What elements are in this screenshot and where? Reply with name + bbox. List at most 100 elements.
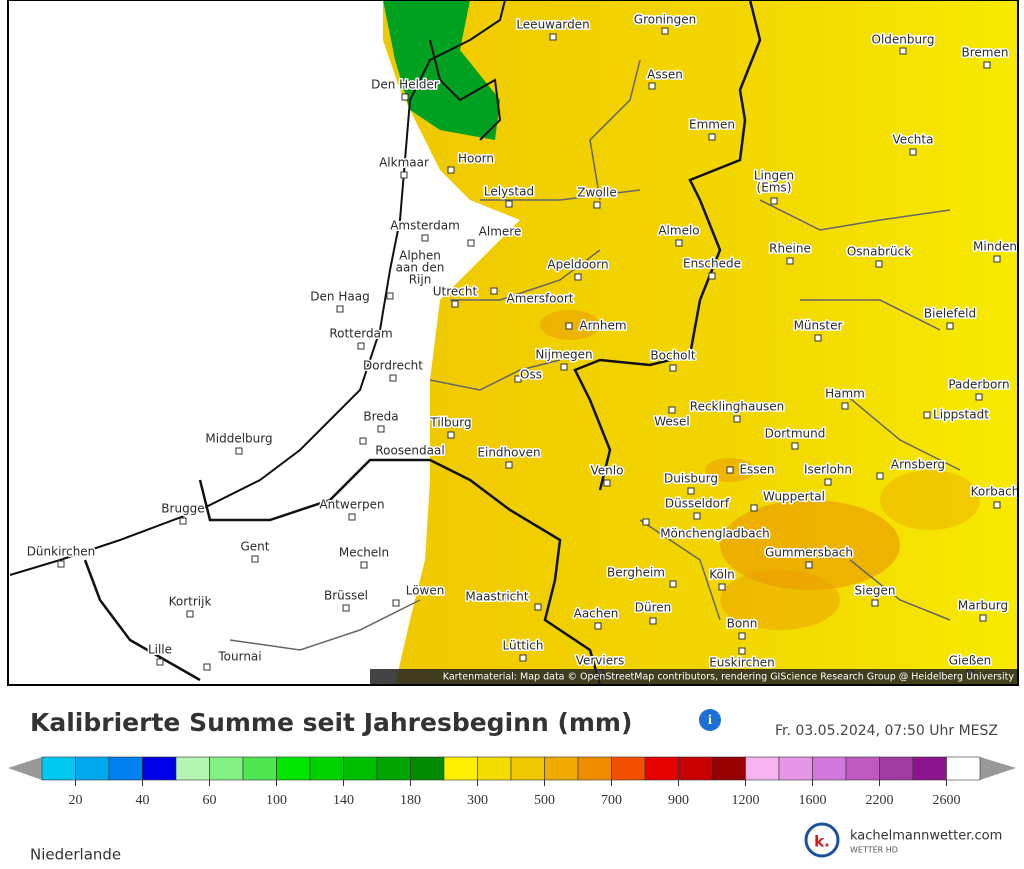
- city-label: Kortrijk: [169, 595, 212, 609]
- city-label: Rotterdam: [329, 327, 392, 341]
- city-label: Brüssel: [324, 589, 368, 603]
- city-marker: [675, 239, 683, 247]
- city-label: Mecheln: [339, 546, 389, 560]
- city-label: Bremen: [962, 46, 1009, 60]
- city-label: Leeuwarden: [516, 18, 589, 32]
- city-marker: [565, 322, 573, 330]
- city-label: Recklinghausen: [690, 400, 784, 414]
- city-label: Oldenburg: [872, 33, 935, 47]
- city-marker: [668, 406, 676, 414]
- city-label: Lingen: [754, 169, 794, 183]
- city-marker: [560, 363, 568, 371]
- city-label: Düren: [635, 601, 672, 615]
- colorbar-segment: [745, 756, 780, 781]
- colorbar-segment: [812, 756, 847, 781]
- city-label: Dordrecht: [363, 359, 423, 373]
- colorbar-segment: [510, 756, 545, 781]
- logo-ring[interactable]: [804, 822, 840, 858]
- city-label: Vechta: [893, 133, 934, 147]
- city-label: Verviers: [576, 654, 625, 668]
- city-marker: [979, 614, 987, 622]
- logo-name[interactable]: kachelmannwetter.com: [850, 829, 1002, 844]
- city-label: Zwolle: [577, 186, 616, 200]
- city-marker: [400, 171, 408, 179]
- info-icon-glyph: i: [708, 713, 712, 728]
- city-marker: [718, 583, 726, 591]
- city-marker: [467, 239, 475, 247]
- city-marker: [993, 501, 1001, 509]
- colorbar-segment: [644, 756, 679, 781]
- city-label: Osnabrück: [847, 245, 911, 259]
- city-label: Venlo: [591, 464, 624, 478]
- city-label: Hoorn: [458, 152, 494, 166]
- city-marker: [392, 599, 400, 607]
- city-marker: [708, 133, 716, 141]
- colorbar-over: [980, 757, 1016, 780]
- colorbar-segment: [577, 756, 612, 781]
- attribution-bg: [370, 669, 1018, 685]
- city-marker: [342, 604, 350, 612]
- city-marker: [534, 603, 542, 611]
- city-label: Eindhoven: [477, 446, 540, 460]
- colorbar-segment: [242, 756, 277, 781]
- map: Leeuwarden Groningen Oldenburg Bremen Den He…: [8, 0, 1018, 685]
- colorbar-label: 300: [467, 793, 488, 808]
- colorbar-segment: [477, 756, 512, 781]
- city-marker: [946, 322, 954, 330]
- colorbar-segment: [711, 756, 746, 781]
- city-marker: [447, 431, 455, 439]
- city-marker: [156, 658, 164, 666]
- city-marker: [693, 512, 701, 520]
- city-marker: [401, 93, 409, 101]
- city-label: Antwerpen: [319, 498, 384, 512]
- city-label: Wuppertal: [763, 490, 825, 504]
- city-marker: [377, 425, 385, 433]
- timestamp: Fr. 03.05.2024, 07:50 Uhr MESZ: [775, 723, 998, 739]
- colorbar-segment: [443, 756, 478, 781]
- colorbar-label: 100: [266, 793, 287, 808]
- city-label: Enschede: [683, 257, 741, 271]
- city-label: Lüttich: [502, 639, 543, 653]
- city-label: Gent: [241, 540, 270, 554]
- colorbar-label: 180: [400, 793, 421, 808]
- city-label: Dünkirchen: [27, 545, 96, 559]
- precip-orange: [720, 570, 840, 630]
- city-marker: [814, 334, 822, 342]
- city-label: Alphen: [399, 249, 441, 263]
- attribution: Kartenmaterial: Map data © OpenStreetMap…: [443, 672, 1015, 683]
- city-marker: [574, 273, 582, 281]
- colorbar-label: 140: [333, 793, 354, 808]
- city-label: Maastricht: [465, 590, 528, 604]
- colorbar-segment: [410, 756, 445, 781]
- colorbar-label: 1200: [732, 793, 760, 808]
- city-marker: [235, 447, 243, 455]
- city-marker: [648, 82, 656, 90]
- city-marker: [738, 632, 746, 640]
- city-label: Gießen: [949, 654, 992, 668]
- city-label: Assen: [647, 68, 683, 82]
- colorbar-segment: [142, 756, 177, 781]
- coastline: [9, 0, 506, 576]
- city-label: Utrecht: [433, 285, 478, 299]
- city-marker: [649, 617, 657, 625]
- colorbar-segment: [75, 756, 110, 781]
- logo-mark[interactable]: k.: [814, 833, 830, 851]
- colorbar-segment: [175, 756, 210, 781]
- city-label: Dortmund: [765, 427, 826, 441]
- city-marker: [519, 654, 527, 662]
- colorbar-segment: [544, 756, 579, 781]
- city-marker: [505, 461, 513, 469]
- city-marker: [899, 47, 907, 55]
- city-marker: [603, 479, 611, 487]
- city-label: Wesel: [654, 415, 690, 429]
- city-marker: [726, 466, 734, 474]
- info-icon[interactable]: [699, 709, 721, 731]
- city-marker: [348, 513, 356, 521]
- colorbar-segment: [912, 756, 947, 781]
- city-marker: [386, 292, 394, 300]
- city-marker: [824, 478, 832, 486]
- city-label: Tournai: [217, 650, 261, 664]
- city-marker: [505, 200, 513, 208]
- city-marker: [750, 504, 758, 512]
